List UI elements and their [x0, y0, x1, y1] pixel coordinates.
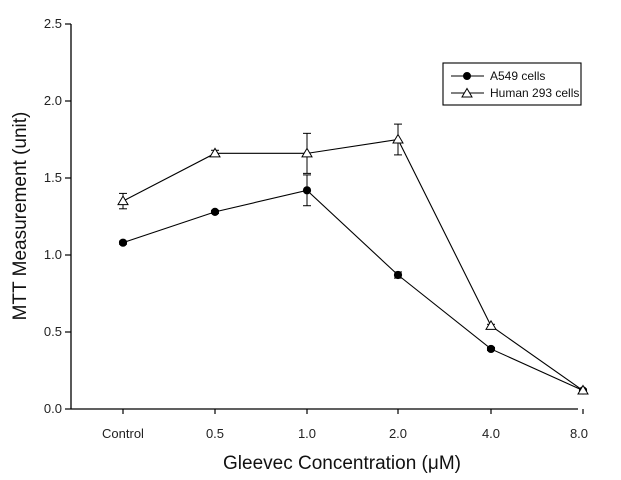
y-tick-label: 1.0 — [44, 247, 62, 262]
data-point — [392, 133, 404, 144]
y-ticks: 0.0 0.5 1.0 1.5 2.0 2.5 — [44, 16, 71, 416]
data-point — [486, 344, 496, 354]
series-a549 — [118, 174, 588, 395]
data-point — [393, 270, 403, 280]
data-point — [302, 186, 312, 195]
y-tick-label: 2.5 — [44, 16, 62, 31]
data-point — [577, 384, 589, 395]
series-line — [122, 138, 584, 391]
x-tick-label: Control — [102, 426, 144, 441]
data-point — [209, 147, 221, 158]
series-line — [122, 189, 584, 392]
legend-marker-a549 — [463, 72, 471, 80]
axes — [70, 24, 578, 410]
x-tick-label: 1.0 — [298, 426, 316, 441]
legend-marker-293 — [461, 87, 473, 98]
data-point — [117, 195, 129, 206]
x-tick-label: 4.0 — [482, 426, 500, 441]
y-tick-label: 2.0 — [44, 93, 62, 108]
data-point — [301, 147, 313, 158]
x-tick-label: 8.0 — [570, 426, 588, 441]
series-human-293 — [117, 123, 589, 395]
data-point — [210, 207, 220, 216]
data-point — [485, 319, 497, 330]
x-tick-label: 2.0 — [389, 426, 407, 441]
series-layer — [117, 123, 589, 395]
y-tick-label: 0.0 — [44, 401, 62, 416]
x-axis-title: Gleevec Concentration (μM) — [223, 453, 461, 474]
y-tick-label: 1.5 — [44, 170, 62, 185]
y-tick-label: 0.5 — [44, 324, 62, 339]
x-ticks: Control 0.5 1.0 2.0 4.0 8.0 — [102, 409, 588, 441]
y-axis-title: MTT Measurement (unit) — [10, 112, 31, 321]
legend-label-a549: A549 cells — [490, 69, 545, 83]
data-point — [118, 238, 128, 247]
legend: A549 cells Human 293 cells — [442, 62, 582, 106]
legend-label-293: Human 293 cells — [490, 86, 579, 100]
legend-box — [442, 62, 582, 106]
x-tick-label: 0.5 — [206, 426, 224, 441]
